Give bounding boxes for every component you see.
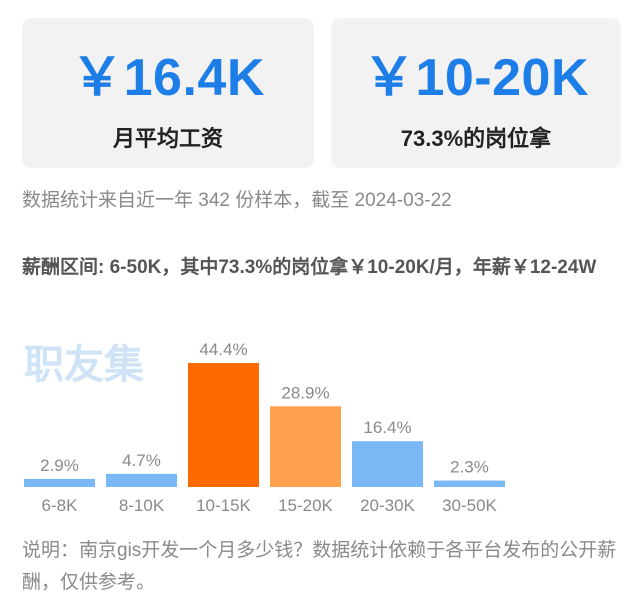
value-label-6-8K: 2.9%: [40, 456, 79, 475]
category-label-10-15K: 10-15K: [196, 496, 251, 515]
salary-range-value: ￥10-20K: [362, 49, 590, 107]
category-label-20-30K: 20-30K: [360, 496, 415, 515]
category-label-8-10K: 8-10K: [119, 496, 165, 515]
salary-range-card: ￥10-20K 73.3%的岗位拿: [331, 18, 621, 168]
salary-range-summary: 薪酬区间: 6-50K，其中73.3%的岗位拿￥10-20K/月，年薪￥12-2…: [22, 257, 597, 278]
bar-20-30K: [352, 441, 423, 487]
bar-6-8K: [24, 478, 95, 487]
value-label-20-30K: 16.4%: [363, 418, 411, 437]
value-label-30-50K: 2.3%: [450, 458, 489, 477]
salary-range-label: 73.3%的岗位拿: [400, 126, 552, 151]
footnote: 说明：南京gis开发一个月多少钱？数据统计依赖于各平台发布的公开薪酬，仅供参考。: [22, 540, 617, 593]
avg-salary-label: 月平均工资: [112, 126, 223, 151]
value-label-8-10K: 4.7%: [122, 451, 161, 470]
avg-salary-value: ￥16.4K: [71, 49, 265, 107]
bar-8-10K: [106, 473, 177, 487]
value-label-10-15K: 44.4%: [199, 340, 247, 359]
watermark-logo: 职友集: [24, 343, 144, 387]
category-label-6-8K: 6-8K: [42, 496, 79, 515]
value-label-15-20K: 28.9%: [281, 383, 329, 402]
salary-distribution-chart: 2.9% 6-8K 4.7% 8-10K 44.4% 10-15K 28.9% 15-20K 1…: [24, 340, 505, 515]
bar-30-50K: [434, 480, 505, 487]
avg-salary-card: ￥16.4K 月平均工资: [22, 18, 314, 168]
source-note: 数据统计来自近一年 342 份样本，截至 2024-03-22: [22, 190, 452, 211]
category-label-15-20K: 15-20K: [278, 496, 333, 515]
bar-10-15K: [188, 363, 259, 487]
category-label-30-50K: 30-50K: [442, 496, 497, 515]
bar-15-20K: [270, 406, 341, 487]
